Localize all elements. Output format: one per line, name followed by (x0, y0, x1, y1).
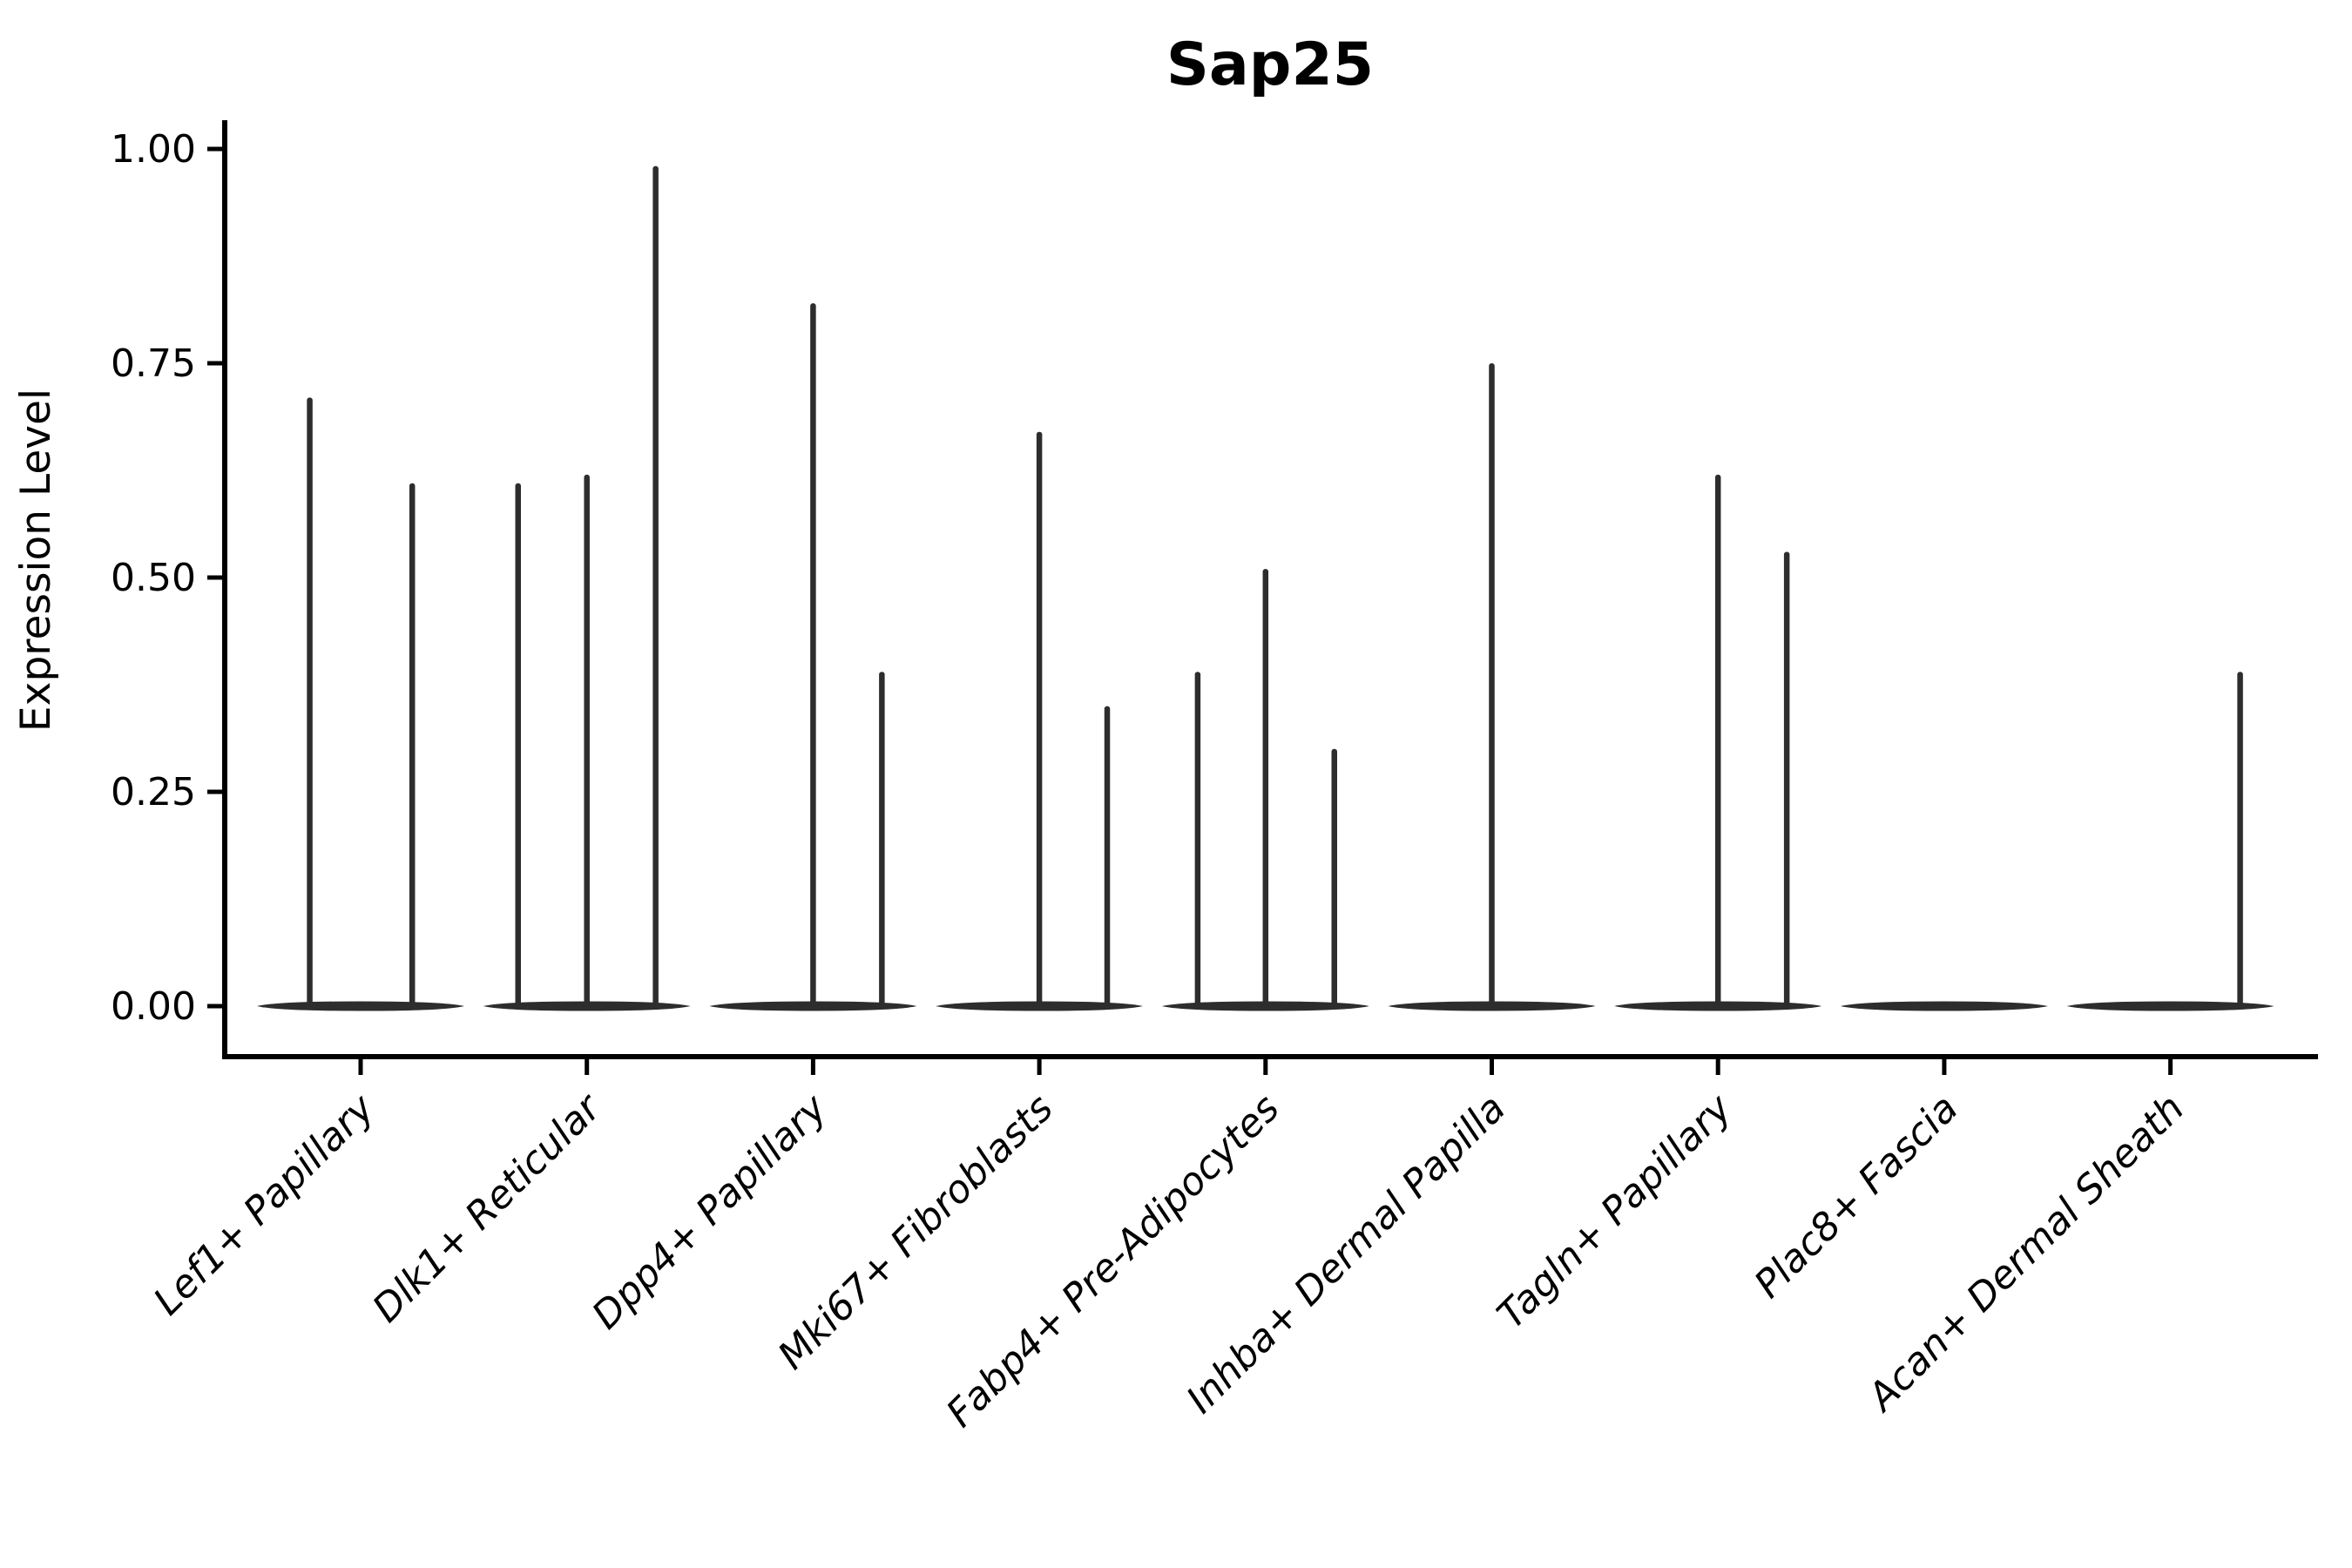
chart-title: Sap25 (1166, 30, 1374, 99)
x-axis-spine (222, 1054, 2318, 1059)
x-tick (585, 1057, 590, 1075)
violin-spike (307, 397, 313, 1009)
y-tick-label: 0.75 (111, 341, 196, 386)
violin-baseline (483, 1001, 691, 1011)
y-tick (207, 1004, 222, 1009)
violin-baseline (1614, 1001, 1822, 1011)
violin-spike (1489, 363, 1495, 1009)
violin-spike (1714, 474, 1721, 1009)
violin-group (257, 397, 464, 1011)
violin-spike (1194, 672, 1201, 1009)
y-tick-label: 0.25 (111, 770, 196, 814)
x-tick-label: Dpp4+ Papillary (584, 1085, 836, 1338)
violin-baseline (936, 1001, 1144, 1011)
axes-spines (222, 120, 2318, 1059)
violin-spike (810, 303, 816, 1009)
violin-spike (584, 474, 590, 1009)
y-tick-label: 1.00 (111, 127, 196, 172)
x-tick (1263, 1057, 1268, 1075)
violin-spike (652, 166, 659, 1009)
y-axis-label: Expression Level (12, 389, 60, 732)
violin-group (483, 166, 691, 1011)
violin-group (709, 303, 917, 1011)
y-tick-label: 0.00 (111, 984, 196, 1029)
violin-baseline (1161, 1001, 1369, 1011)
violin-group (1161, 569, 1369, 1011)
y-tick (207, 361, 222, 366)
x-tick-label: Dlk1+ Reticular (364, 1085, 611, 1331)
x-tick (2168, 1057, 2173, 1075)
x-tick-label: Lef1+ Papillary (145, 1085, 384, 1324)
violin-baseline (1840, 1001, 2048, 1011)
violin-group (1840, 1001, 2048, 1011)
x-tick (1942, 1057, 1947, 1075)
violin-group (1388, 363, 1596, 1011)
x-tick (1037, 1057, 1042, 1075)
violin-spike (1262, 569, 1269, 1009)
violins-layer (257, 166, 2274, 1011)
violin-group (2066, 672, 2274, 1011)
x-tick-label: Plac8+ Fascia (1746, 1086, 1966, 1307)
x-tick (1490, 1057, 1494, 1075)
x-tick (1715, 1057, 1720, 1075)
violin-baseline (709, 1001, 917, 1011)
violin-baseline (1388, 1001, 1596, 1011)
violin-group (936, 431, 1144, 1011)
y-tick (207, 146, 222, 152)
violin-spike (1036, 431, 1043, 1010)
violin-spike (1331, 748, 1337, 1009)
violin-spike (1104, 706, 1111, 1009)
violin-spike (1783, 551, 1790, 1009)
x-tick-label: Tagln+ Papillary (1489, 1085, 1740, 1337)
y-axis-spine (222, 120, 227, 1059)
violin-spike (515, 483, 522, 1009)
violin-baseline (257, 1001, 464, 1011)
violin-baseline (2066, 1001, 2274, 1011)
y-tick (207, 789, 222, 794)
x-tick (358, 1057, 363, 1075)
y-tick (207, 575, 222, 580)
y-tick-label: 0.50 (111, 556, 196, 600)
violin-spike (409, 483, 416, 1009)
x-tick (810, 1057, 815, 1075)
y-axis-ticks: 1.00 0.75 0.50 0.25 0.00 (111, 127, 222, 1029)
violin-spike (2237, 672, 2243, 1009)
violin-group (1614, 474, 1822, 1011)
violin-spike (879, 672, 885, 1009)
